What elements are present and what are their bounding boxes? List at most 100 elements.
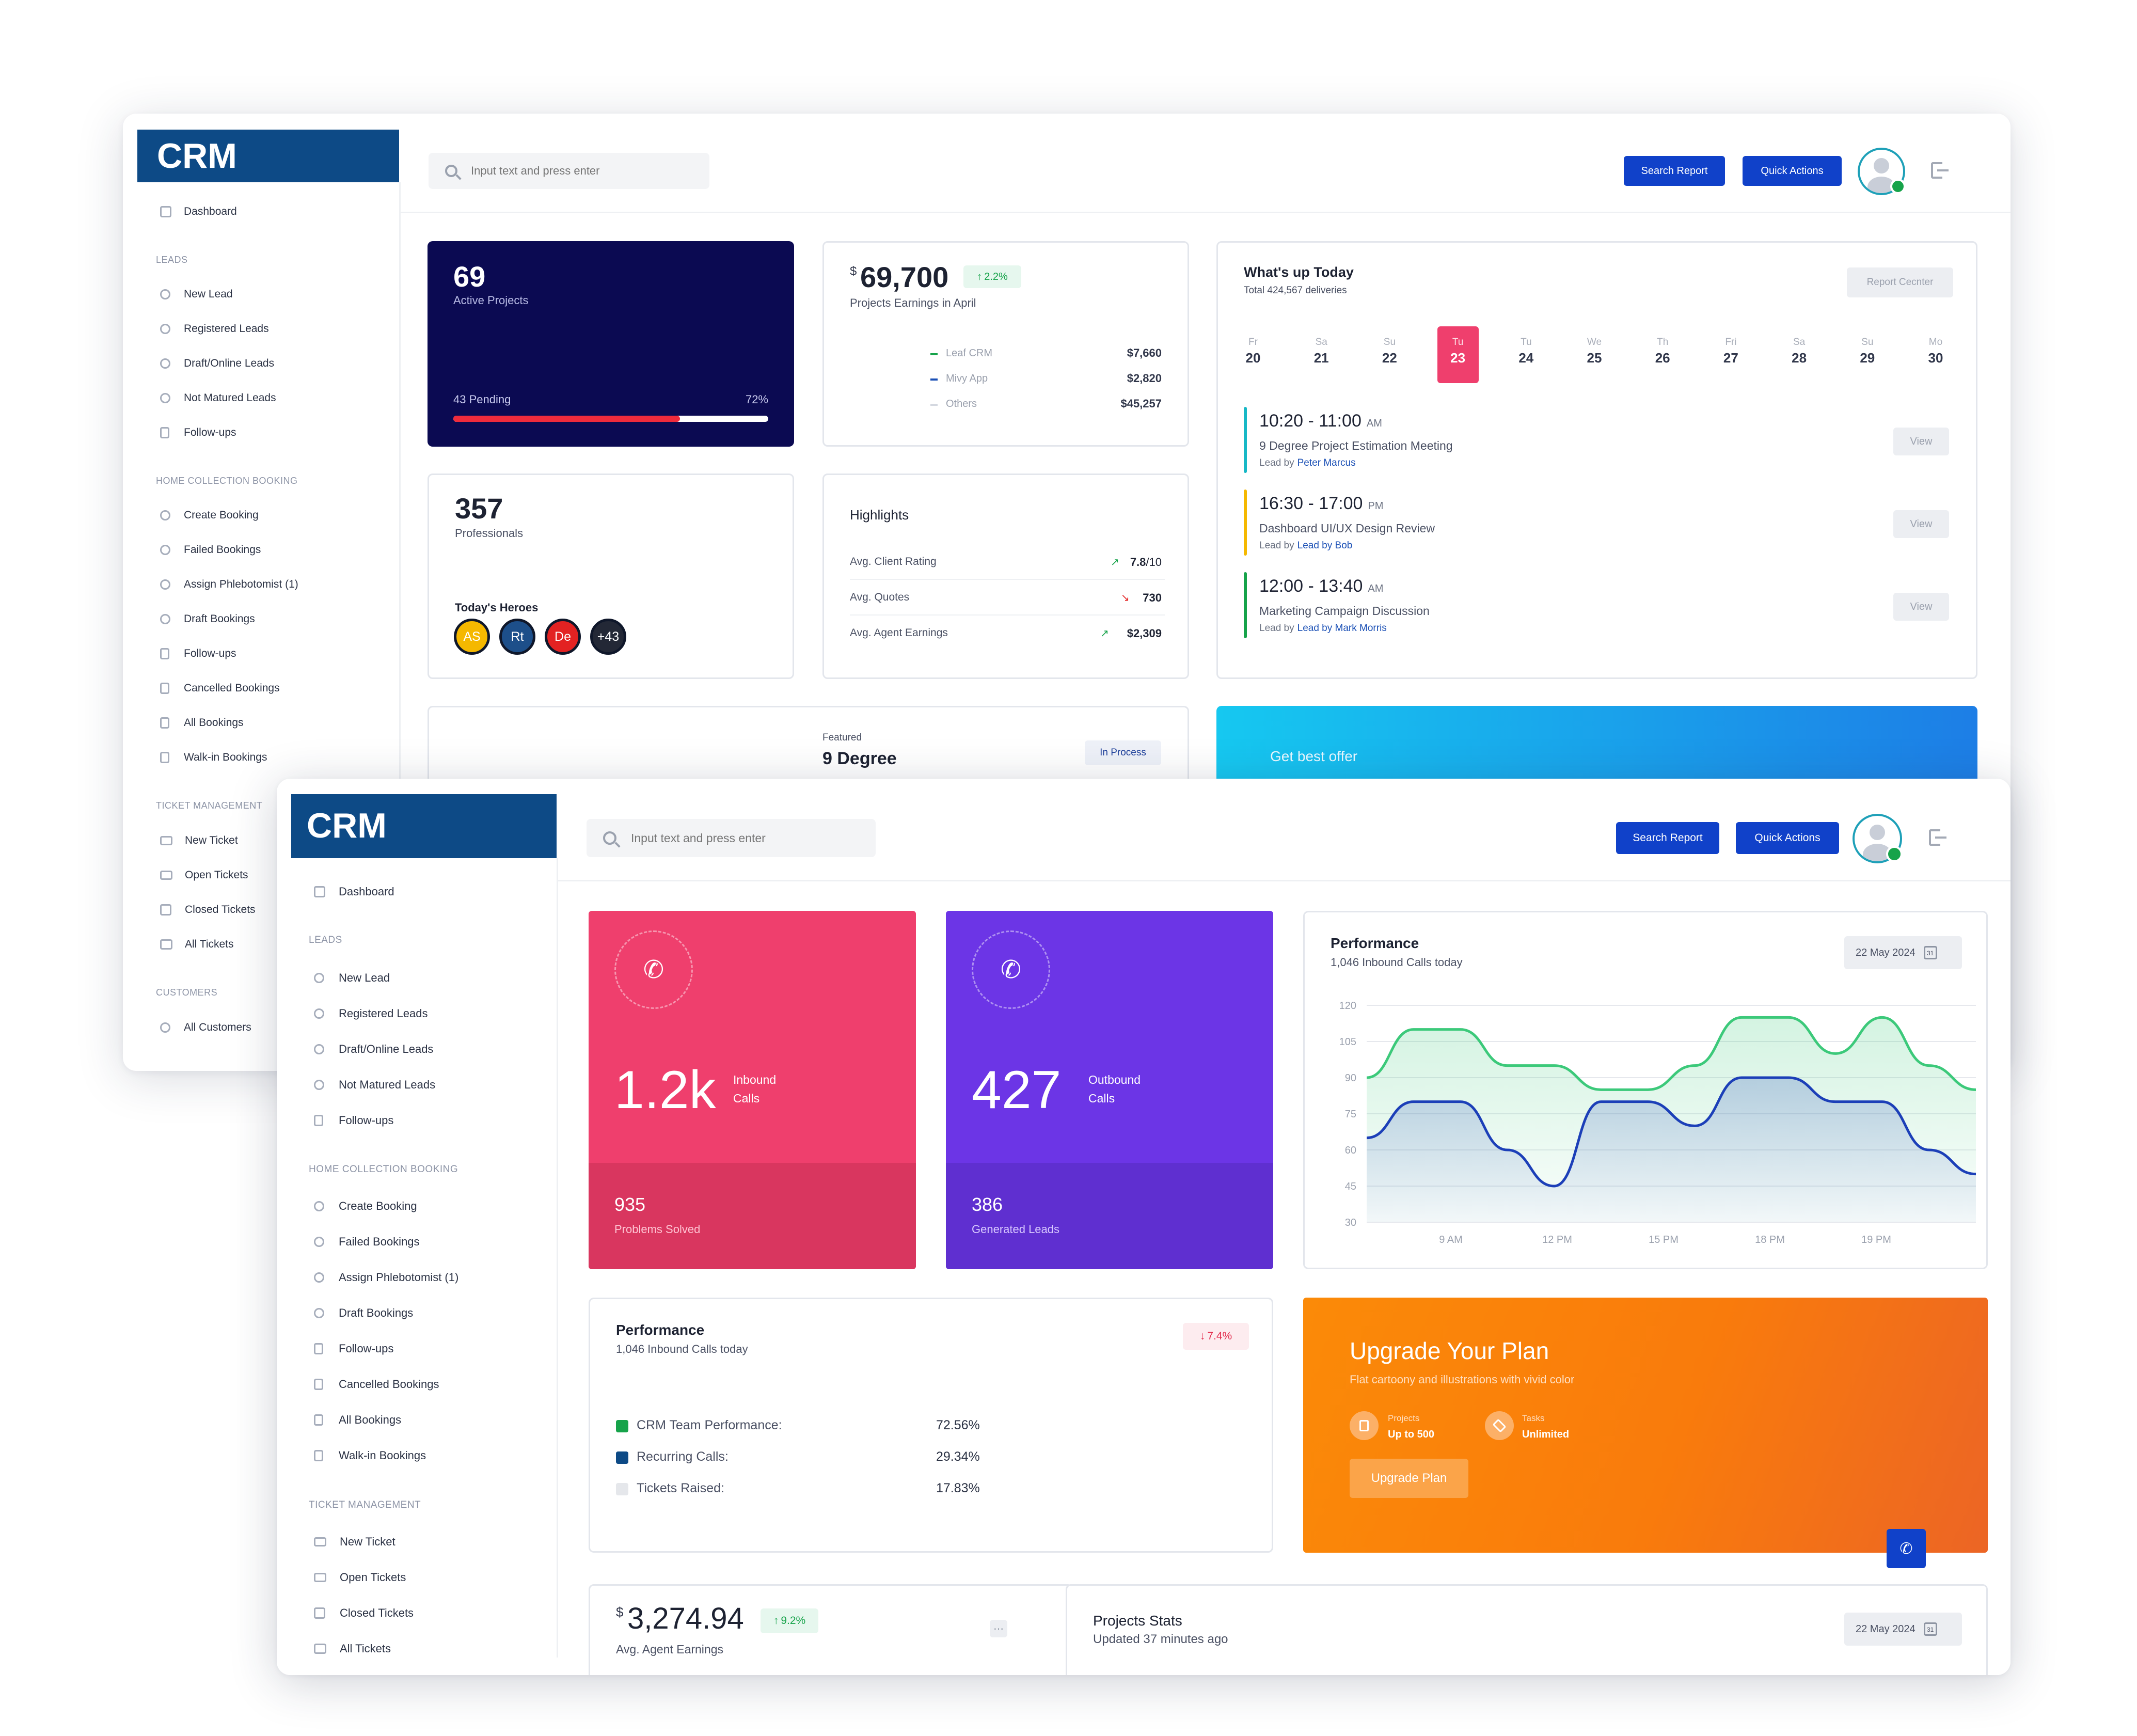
outbound-calls-card[interactable]: ✆ 427 Outbound Calls 386 Generated Leads [946, 911, 1273, 1269]
search-report-button[interactable]: Search Report [1624, 156, 1725, 186]
sidebar-item-assign-phlebotomist[interactable]: Assign Phlebotomist (1) [160, 578, 298, 591]
calendar-day[interactable]: We 25 [1574, 326, 1615, 366]
box-icon [160, 904, 171, 916]
document-icon [160, 752, 169, 763]
calendar-day[interactable]: Su 29 [1847, 326, 1888, 366]
event-view-button[interactable]: View [1893, 593, 1949, 621]
hero-avatar-as[interactable]: AS [454, 619, 490, 655]
call-fab-button[interactable]: ✆ [1887, 1529, 1926, 1568]
sidebar-item-closed-tickets[interactable]: Closed Tickets [160, 904, 256, 916]
sidebar-item-not-matured-leads[interactable]: Not Matured Leads [160, 392, 276, 404]
calendar-day[interactable]: Mo 30 [1915, 326, 1956, 366]
sidebar-item-failed-bookings[interactable]: Failed Bookings [160, 544, 261, 556]
inbound-label-1: Inbound [733, 1073, 777, 1086]
logout-icon[interactable] [1929, 829, 1946, 847]
sidebar-item-booking-follow-ups[interactable]: Follow-ups [160, 648, 236, 660]
event-view-button[interactable]: View [1893, 428, 1949, 455]
users-icon [160, 510, 170, 520]
sidebar-item-draft-bookings[interactable]: Draft Bookings [314, 1306, 413, 1320]
sidebar-item-assign-phlebotomist[interactable]: Assign Phlebotomist (1) [314, 1271, 458, 1284]
calendar-day[interactable]: Sa 28 [1779, 326, 1820, 366]
search-report-button[interactable]: Search Report [1616, 822, 1719, 854]
sidebar-item-new-lead[interactable]: New Lead [160, 288, 233, 301]
performance-date-picker[interactable]: 22 May 2024 31 [1844, 936, 1962, 969]
sidebar-item-dashboard[interactable]: Dashboard [314, 885, 394, 898]
calendar-day[interactable]: Th 26 [1642, 326, 1683, 366]
hero-avatar-more[interactable]: +43 [590, 619, 626, 655]
event-lead-name[interactable]: Peter Marcus [1297, 457, 1356, 468]
sidebar-item-all-customers[interactable]: All Customers [160, 1021, 251, 1034]
sidebar-item-open-tickets[interactable]: Open Tickets [160, 869, 248, 881]
day-name: Su [1383, 337, 1396, 348]
calendar-day[interactable]: Tu 24 [1506, 326, 1547, 366]
sidebar-item-registered-leads[interactable]: Registered Leads [314, 1007, 428, 1020]
sidebar-item-booking-follow-ups[interactable]: Follow-ups [314, 1342, 393, 1355]
sidebar-item-all-bookings[interactable]: All Bookings [314, 1413, 401, 1427]
event-view-button[interactable]: View [1893, 510, 1949, 538]
sidebar-item-new-ticket[interactable]: New Ticket [160, 834, 238, 847]
inbound-calls-card[interactable]: ✆ 1.2k Inbound Calls 935 Problems Solved [589, 911, 916, 1269]
sidebar-item-walk-in-bookings[interactable]: Walk-in Bookings [160, 751, 267, 764]
whats-up-title: What's up Today [1244, 264, 1354, 280]
quick-actions-button[interactable]: Quick Actions [1743, 156, 1842, 186]
calendar-day[interactable]: Tu 23 [1437, 326, 1479, 383]
sidebar-item-draft-online-leads[interactable]: Draft/Online Leads [160, 357, 274, 370]
crm-logo[interactable]: CRM [137, 130, 399, 182]
sidebar-item-cancelled-bookings[interactable]: Cancelled Bookings [160, 682, 280, 695]
sidebar-item-draft-online-leads[interactable]: Draft/Online Leads [314, 1043, 433, 1056]
sidebar-item-cancelled-bookings[interactable]: Cancelled Bookings [314, 1378, 439, 1391]
logout-icon[interactable] [1931, 162, 1949, 180]
hero-avatar-de[interactable]: De [545, 619, 581, 655]
user-icon [160, 545, 170, 555]
professionals-card[interactable]: 357 Professionals Today's Heroes AS Rt D… [428, 474, 794, 679]
sidebar-item-follow-ups[interactable]: Follow-ups [160, 427, 236, 439]
hero-avatar-rt[interactable]: Rt [499, 619, 535, 655]
search-field[interactable] [471, 164, 709, 178]
sidebar-item-new-lead[interactable]: New Lead [314, 971, 390, 985]
avg-agent-earnings-label: Avg. Agent Earnings [850, 627, 948, 639]
event-lead-name[interactable]: Lead by Bob [1297, 540, 1353, 551]
sidebar-item-walk-in-bookings[interactable]: Walk-in Bookings [314, 1449, 426, 1462]
quick-actions-button[interactable]: Quick Actions [1736, 822, 1839, 854]
sidebar-item-follow-ups[interactable]: Follow-ups [314, 1114, 393, 1127]
sidebar-item-all-tickets[interactable]: All Tickets [314, 1642, 391, 1655]
highlight-divider [850, 579, 1165, 580]
sidebar-item-open-tickets[interactable]: Open Tickets [314, 1571, 406, 1584]
search-field[interactable] [631, 831, 876, 845]
sidebar-item-create-booking[interactable]: Create Booking [314, 1200, 417, 1213]
calendar-day[interactable]: Su 22 [1369, 326, 1410, 366]
calendar-day[interactable]: Sa 21 [1301, 326, 1342, 366]
earnings-card[interactable]: $ 69,700 ↑ 2.2% Projects Earnings in Apri… [822, 241, 1189, 447]
sidebar-item-not-matured-leads[interactable]: Not Matured Leads [314, 1078, 435, 1092]
earnings-value: 69,700 [860, 261, 949, 293]
report-center-button[interactable]: Report Cecnter [1847, 267, 1953, 297]
more-options-button[interactable]: ⋯ [990, 1620, 1007, 1637]
sidebar-item-all-bookings[interactable]: All Bookings [160, 717, 244, 729]
todays-heroes-label: Today's Heroes [455, 601, 539, 614]
sidebar-item-draft-bookings[interactable]: Draft Bookings [160, 613, 255, 625]
active-projects-card[interactable]: 69 Active Projects 43 Pending 72% [428, 241, 794, 447]
crm-team-marker [616, 1420, 628, 1432]
sidebar-item-failed-bookings[interactable]: Failed Bookings [314, 1235, 420, 1249]
calendar-day[interactable]: Fr 20 [1232, 326, 1274, 366]
upgrade-plan-button[interactable]: Upgrade Plan [1350, 1459, 1468, 1498]
sidebar-item-new-ticket[interactable]: New Ticket [314, 1535, 395, 1549]
sidebar-item-create-booking[interactable]: Create Booking [160, 509, 259, 522]
sidebar-item-registered-leads[interactable]: Registered Leads [160, 323, 269, 335]
sidebar-item-dashboard[interactable]: Dashboard [160, 206, 237, 218]
crm-logo[interactable]: CRM [291, 794, 557, 858]
leads-heading: LEADS [156, 255, 188, 265]
sidebar-item-closed-tickets[interactable]: Closed Tickets [314, 1606, 414, 1620]
event-lead-name[interactable]: Lead by Mark Morris [1297, 623, 1387, 634]
search-input[interactable] [587, 819, 876, 857]
active-projects-label: Active Projects [453, 294, 529, 307]
sidebar-item-all-tickets[interactable]: All Tickets [160, 938, 234, 951]
best-offer-label: Get best offer [1270, 748, 1358, 764]
search-input[interactable] [429, 153, 709, 189]
projects-date-picker[interactable]: 22 May 2024 31 [1844, 1613, 1962, 1646]
tickets-raised-value: 17.83% [936, 1481, 980, 1495]
user-avatar[interactable] [1858, 148, 1905, 195]
calendar-day[interactable]: Fri 27 [1710, 326, 1751, 366]
document-icon [314, 1379, 323, 1390]
event-time: 10:20 - 11:00 AM [1259, 411, 1382, 431]
